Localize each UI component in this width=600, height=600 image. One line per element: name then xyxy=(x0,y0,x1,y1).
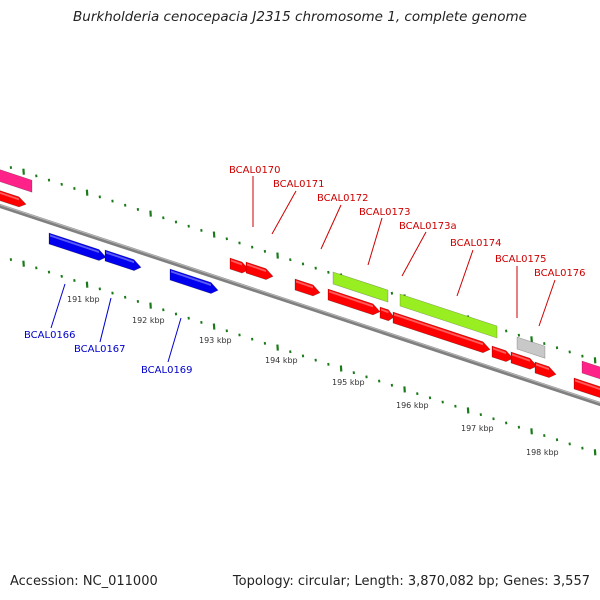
gene-red-left-body xyxy=(0,190,27,208)
gene-bcal0174-green-body xyxy=(399,293,498,339)
gene-bcal0173-body xyxy=(327,288,381,316)
gene-bcal0176-shine xyxy=(512,353,530,362)
gene-bcal0171-body xyxy=(245,261,274,280)
gene-bcal0172-green-body xyxy=(332,271,389,303)
gene-red-left-shine xyxy=(0,191,19,201)
gene-label-leader xyxy=(271,190,297,235)
gene-label: BCAL0176 xyxy=(534,268,586,279)
gene-bcal0176b xyxy=(534,361,557,378)
topology-text: Topology: circular; Length: 3,870,082 bp… xyxy=(232,574,590,589)
leader-layer xyxy=(50,176,556,363)
gene-label-leader xyxy=(367,217,383,266)
gene-label-leader xyxy=(401,231,427,277)
gene-label-leader xyxy=(320,204,342,250)
backbone-layer xyxy=(0,203,600,407)
gene-red-right-shine xyxy=(575,379,600,391)
gene-label: BCAL0169 xyxy=(141,365,193,376)
label-layer: 191 kbp 192 kbp 193 kbp 194 kbp 195 kbp 196 k… xyxy=(24,165,586,457)
gene-label-leader xyxy=(50,283,66,329)
gene-bcal0173 xyxy=(327,288,381,316)
kbp-label: 195 kbp xyxy=(332,378,365,387)
gene-bcal0167-body xyxy=(104,249,142,271)
gene-bcal0175-shine xyxy=(493,347,506,355)
gene-bcal0175-body xyxy=(491,345,514,362)
gene-bcal0173a-body xyxy=(379,306,395,322)
gene-bcal0171-shine xyxy=(247,263,266,273)
gene-label: BCAL0170 xyxy=(229,165,281,176)
gene-bcal0175-gray-body xyxy=(516,336,546,359)
kbp-label: 196 kbp xyxy=(396,401,429,410)
gene-bcal0170-shine xyxy=(231,259,242,266)
gene-bcal0170 xyxy=(229,257,250,274)
gene-bcal0175 xyxy=(491,345,514,362)
gene-bcal0169-body xyxy=(169,268,219,294)
gene-pink-right-body xyxy=(581,360,600,380)
gene-red-left xyxy=(0,190,27,208)
gene-bcal0166-body xyxy=(48,232,107,261)
gene-bcal0172 xyxy=(294,278,321,297)
gene-bcal0176 xyxy=(510,351,538,370)
gene-label: BCAL0173a xyxy=(399,221,457,232)
gene-red-right-body xyxy=(573,377,600,398)
gene-pink-right xyxy=(581,360,600,380)
gene-pink-left xyxy=(0,169,33,193)
gene-label: BCAL0175 xyxy=(495,254,547,265)
kbp-label: 191 kbp xyxy=(67,295,100,304)
gene-bcal0174-green xyxy=(399,293,498,339)
gene-pink-left-body xyxy=(0,169,33,193)
gene-label-leader xyxy=(99,297,112,343)
gene-bcal0175-gray xyxy=(516,336,546,359)
gene-red-right xyxy=(573,377,600,398)
kbp-label: 194 kbp xyxy=(265,356,298,365)
gene-label-leader xyxy=(167,317,182,363)
backbone-highlight xyxy=(0,204,600,404)
gene-bcal0166 xyxy=(48,232,107,261)
gene-bcal0174-shine xyxy=(394,313,483,346)
gene-bcal0167-shine xyxy=(106,251,134,264)
gene-bcal0169 xyxy=(169,268,219,294)
gene-label: BCAL0171 xyxy=(273,179,325,190)
gene-bcal0174 xyxy=(392,311,491,354)
gene-label-leader xyxy=(538,279,556,327)
gene-bcal0171 xyxy=(245,261,274,280)
gene-bcal0172-shine xyxy=(296,280,313,289)
gene-label-leader xyxy=(456,249,474,297)
gene-bcal0172-body xyxy=(294,278,321,297)
gene-label: BCAL0174 xyxy=(450,238,502,249)
backbone-line xyxy=(0,203,600,407)
gene-bcal0170-body xyxy=(229,257,250,274)
gene-bcal0166-shine xyxy=(50,234,99,253)
gene-bcal0174-body xyxy=(392,311,491,354)
map-title: Burkholderia cenocepacia J2315 chromosom… xyxy=(73,9,527,25)
gene-bcal0176-body xyxy=(510,351,538,370)
kbp-label: 193 kbp xyxy=(199,336,232,345)
gene-bcal0173-shine xyxy=(329,290,373,308)
tick-layer xyxy=(9,166,597,456)
gene-label: BCAL0166 xyxy=(24,330,76,341)
gene-bcal0172-green xyxy=(332,271,389,303)
gene-label: BCAL0167 xyxy=(74,344,126,355)
kbp-label: 192 kbp xyxy=(132,316,165,325)
accession-text: Accession: NC_011000 xyxy=(10,574,158,589)
gene-bcal0167 xyxy=(104,249,142,271)
kbp-label: 198 kbp xyxy=(526,448,559,457)
gene-bcal0169-shine xyxy=(171,270,211,286)
gene-bcal0173a-shine xyxy=(381,308,389,314)
kbp-label: 197 kbp xyxy=(461,424,494,433)
gene-label: BCAL0173 xyxy=(359,207,411,218)
gene-bcal0176b-shine xyxy=(536,363,549,371)
gene-layer xyxy=(0,169,600,398)
gene-label: BCAL0172 xyxy=(317,193,369,204)
gene-bcal0173a xyxy=(379,306,395,322)
gene-bcal0176b-body xyxy=(534,361,557,378)
